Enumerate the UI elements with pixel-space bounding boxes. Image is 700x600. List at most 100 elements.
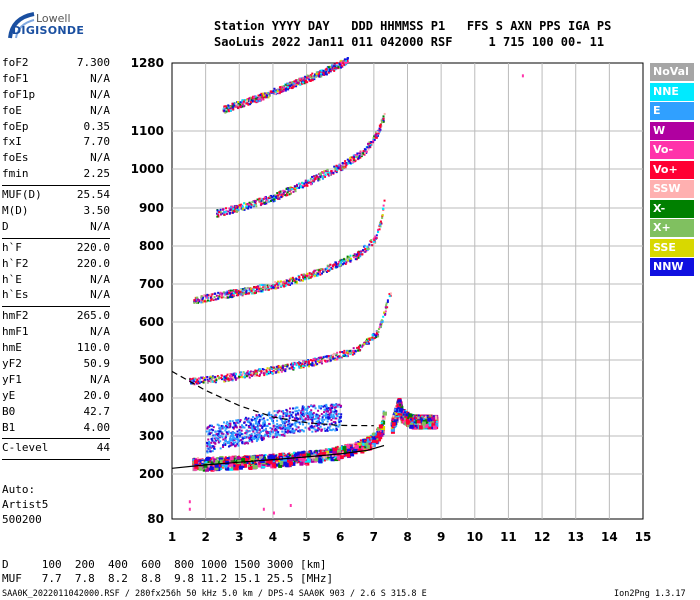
echo-point [251,461,254,464]
echo-point [311,179,314,182]
echo-point [381,214,384,217]
echo-point [345,261,348,264]
echo-point [381,320,384,323]
echo-point [232,292,235,295]
echo-point [217,291,220,294]
echo-point [223,109,226,112]
echo-point [255,101,258,104]
echo-point [263,202,266,205]
echo-point [193,301,196,304]
echo-point [308,276,311,279]
echo-point [253,99,256,102]
echo-point [366,342,369,345]
echo-point [280,367,283,370]
echo-point [335,64,338,67]
echo-point [229,462,234,467]
x-tick-label: 15 [635,530,652,544]
echo-point [429,414,432,417]
echo-point [266,199,269,202]
echo-point [329,70,332,73]
echo-point [321,457,326,462]
echo-point [329,66,332,69]
echo-point [300,80,303,83]
echo-point [206,451,209,454]
echo-point [269,454,274,459]
echo-point [231,105,234,108]
echo-point [378,326,381,329]
echo-point [307,181,310,184]
echo-point [282,281,285,284]
echo-point [229,208,232,211]
echo-point [336,165,339,168]
echo-point [206,445,209,448]
echo-point [391,418,394,421]
echo-point [416,420,421,425]
echo-point [246,370,249,373]
echo-point [272,424,275,427]
echo-point [242,105,245,108]
echo-point [346,257,349,260]
echo-point [339,405,342,408]
echo-point [323,171,326,174]
echo-point [212,456,215,459]
echo-point [309,74,312,77]
echo-point [223,380,226,383]
echo-point [289,81,292,84]
echo-point [258,456,263,461]
echo-point [260,92,263,95]
param-value: 7.300 [76,56,110,69]
echo-point [361,253,364,256]
echo-point [234,209,237,212]
echo-point [284,364,287,367]
echo-point [351,350,354,353]
echo-point [291,455,294,458]
echo-point [327,69,330,72]
echo-point [318,358,321,361]
echo-point [215,457,218,460]
echo-point [321,171,324,174]
echo-point [330,457,335,462]
echo-point [340,413,343,416]
echo-point [277,461,282,466]
x-tick-label: 2 [201,530,209,544]
echo-point [336,265,339,268]
echo-point [431,422,436,427]
echo-point [225,466,228,469]
echo-point [339,66,342,69]
echo-point [342,446,347,451]
echo-point [314,269,317,272]
param-row: hmF1 N/A [2,325,110,341]
echo-point [376,330,379,333]
echo-point [301,182,304,185]
echo-point [255,463,258,466]
echo-point [323,73,326,76]
echo-point [295,461,298,464]
echo-point [262,94,265,97]
echo-point [356,153,359,156]
echo-point [261,368,264,371]
echo-point [305,183,308,186]
param-name: h`F [2,240,22,254]
echo-point [321,362,324,365]
echo-point [227,457,232,462]
echo-point [218,211,221,214]
echo-point [209,299,212,302]
echo-point [323,418,326,421]
echo-point [302,273,305,276]
echo-point [196,298,199,301]
echo-point [314,360,317,363]
echo-point [280,193,283,196]
echo-point [272,421,275,424]
echo-point [345,355,348,358]
echo-point [334,68,337,71]
echo-point [323,170,326,173]
echo-point [248,462,253,467]
echo-point [371,244,374,247]
echo-point [300,77,303,80]
echo-point [302,81,305,84]
echo-point [378,435,383,440]
echo-point [242,100,245,103]
echo-point [429,422,434,427]
echo-point [364,250,367,253]
echo-point [311,361,314,364]
